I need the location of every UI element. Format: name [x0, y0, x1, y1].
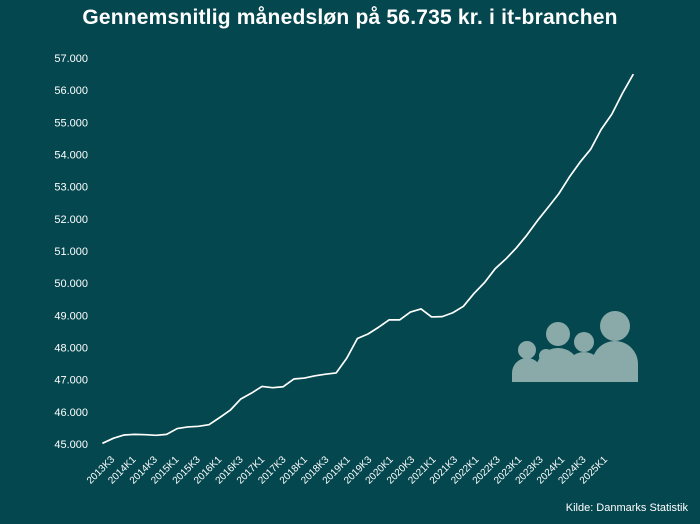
person-head	[546, 322, 570, 346]
y-tick-label: 50.000	[54, 278, 88, 290]
person-body	[592, 341, 638, 382]
y-tick-label: 53.000	[54, 182, 88, 194]
y-tick-label: 45.000	[54, 439, 88, 451]
person-head	[518, 341, 536, 359]
y-tick-label: 47.000	[54, 375, 88, 387]
y-tick-label: 49.000	[54, 310, 88, 322]
y-tick-label: 55.000	[54, 117, 88, 129]
y-tick-label: 46.000	[54, 407, 88, 419]
person-head	[574, 332, 594, 352]
chart-title: Gennemsnitlig månedsløn på 56.735 kr. i …	[82, 6, 618, 29]
y-tick-label: 51.000	[54, 246, 88, 258]
series-line	[102, 73, 634, 444]
x-axis: 2013K32014K12014K32015K12015K32016K12016…	[85, 454, 610, 486]
y-tick-label: 48.000	[54, 343, 88, 355]
person-head	[600, 311, 630, 341]
y-tick-label: 56.000	[54, 85, 88, 97]
y-tick-label: 52.000	[54, 214, 88, 226]
source-note: Kilde: Danmarks Statistik	[565, 502, 688, 514]
people-group-icon	[512, 311, 638, 382]
y-axis: 45.000 46.000 47.000 48.000 49.000 50.000 51.0…	[54, 53, 88, 451]
series-group	[102, 73, 634, 444]
y-tick-label: 54.000	[54, 150, 88, 162]
y-tick-label: 57.000	[54, 53, 88, 65]
